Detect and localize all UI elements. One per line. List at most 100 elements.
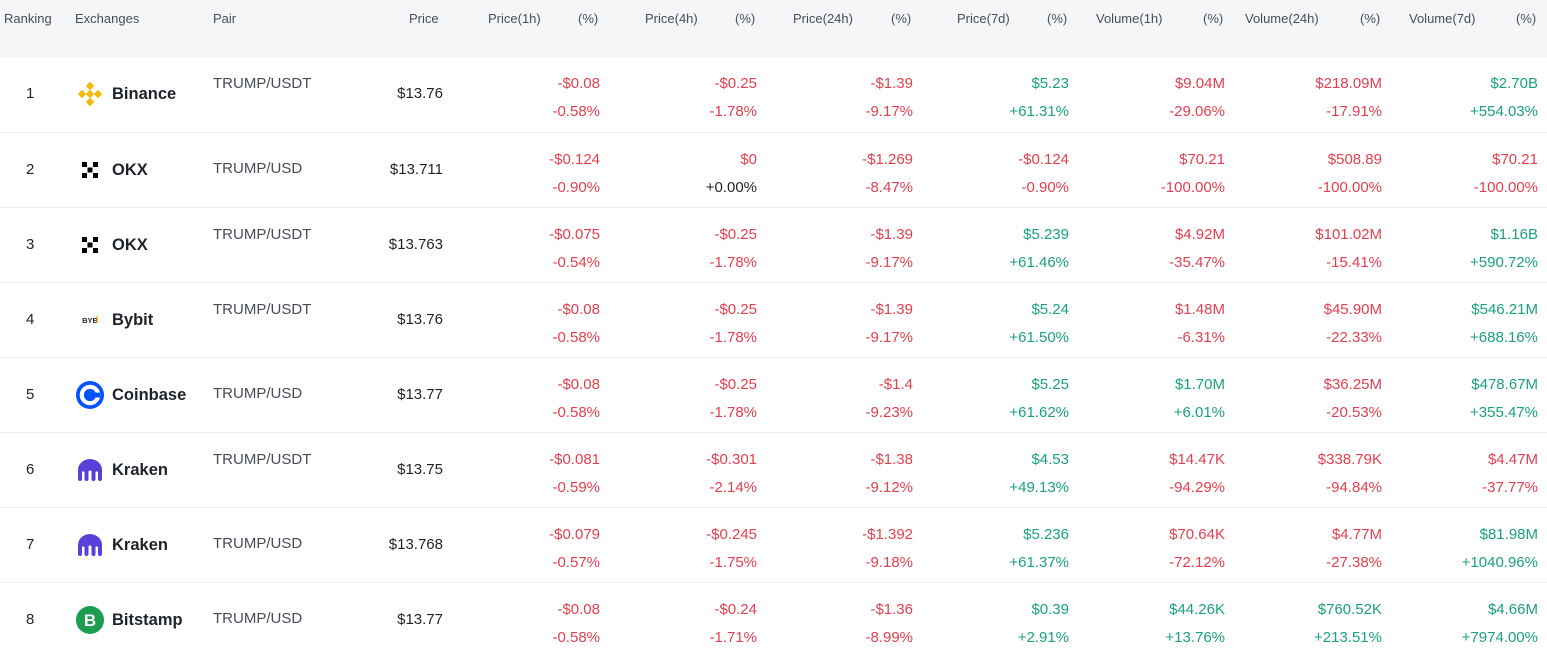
- v7d-value: $2.70B: [1490, 75, 1538, 92]
- v7d-percent: -37.77%: [1482, 479, 1538, 496]
- header-volume-24h[interactable]: Volume(24h): [1245, 11, 1319, 26]
- v24h-value: $218.09M: [1315, 75, 1382, 92]
- p1h-percent: -0.58%: [552, 329, 600, 346]
- exchange-link[interactable]: Coinbase: [75, 380, 186, 410]
- header-price-1h-pct[interactable]: (%): [578, 11, 599, 26]
- p4h-value: -$0.245: [706, 526, 757, 543]
- v7d-change-cell: $4.47M -37.77%: [1482, 446, 1538, 502]
- p7d-percent: +61.62%: [1009, 404, 1069, 421]
- p1h-change-cell: -$0.075 -0.54%: [549, 221, 600, 277]
- p4h-percent: -1.78%: [709, 103, 757, 120]
- v1h-value: $14.47K: [1169, 451, 1225, 468]
- v1h-value: $1.48M: [1174, 301, 1225, 318]
- v24h-percent: +213.51%: [1314, 629, 1382, 646]
- header-price-24h[interactable]: Price(24h): [793, 11, 853, 26]
- p1h-percent: -0.57%: [552, 554, 600, 571]
- header-volume-1h-pct[interactable]: (%): [1203, 11, 1224, 26]
- header-price-24h-pct[interactable]: (%): [891, 11, 912, 26]
- v1h-change-cell: $1.48M -6.31%: [1175, 296, 1225, 352]
- table-row[interactable]: 7 Kraken TRUMP/USD $13.768 -$0.079 -0.57% -$0.…: [0, 507, 1547, 582]
- v24h-value: $508.89: [1327, 151, 1382, 168]
- p24h-percent: -9.23%: [865, 404, 913, 421]
- header-exchanges[interactable]: Exchanges: [75, 11, 140, 26]
- v7d-change-cell: $546.21M +688.16%: [1470, 296, 1538, 352]
- v1h-change-cell: $70.21 -100.00%: [1161, 146, 1225, 202]
- exchange-link[interactable]: Kraken: [75, 530, 168, 560]
- header-volume-7d[interactable]: Volume(7d): [1409, 11, 1476, 26]
- exchange-link[interactable]: Kraken: [75, 455, 168, 485]
- p4h-change-cell: -$0.301 -2.14%: [706, 446, 757, 502]
- bitstamp-icon: B: [75, 605, 105, 635]
- v7d-value: $546.21M: [1471, 301, 1538, 318]
- exchange-link[interactable]: Binance: [75, 79, 176, 109]
- p4h-change-cell: -$0.25 -1.78%: [709, 221, 757, 277]
- price-cell: $13.77: [397, 386, 443, 403]
- v1h-value: $70.21: [1179, 151, 1225, 168]
- p24h-value: -$1.392: [862, 526, 913, 543]
- p7d-change-cell: -$0.124 -0.90%: [1018, 146, 1069, 202]
- svg-text:BYB: BYB: [82, 316, 98, 325]
- exchange-link[interactable]: B Bitstamp: [75, 605, 183, 635]
- table-row[interactable]: 6 Kraken TRUMP/USDT $13.75 -$0.081 -0.59% -$0.…: [0, 432, 1547, 507]
- v24h-percent: -17.91%: [1326, 103, 1382, 120]
- header-price[interactable]: Price: [409, 11, 439, 26]
- v1h-value: $44.26K: [1169, 601, 1225, 618]
- table-row[interactable]: 5 Coinbase TRUMP/USD $13.77 -$0.08 -0.58% -$0.…: [0, 357, 1547, 432]
- p7d-percent: +61.50%: [1009, 329, 1069, 346]
- p1h-change-cell: -$0.124 -0.90%: [549, 146, 600, 202]
- p1h-change-cell: -$0.08 -0.58%: [552, 296, 600, 352]
- okx-icon: [75, 155, 105, 185]
- table-row[interactable]: 1 Binance TRUMP/USDT $13.76 -$0.08 -0.58% -$0.…: [0, 57, 1547, 132]
- exchange-link[interactable]: OKX: [75, 155, 148, 185]
- p4h-value: -$0.25: [714, 301, 757, 318]
- p24h-value: -$1.36: [870, 601, 913, 618]
- v24h-change-cell: $338.79K -94.84%: [1318, 446, 1382, 502]
- v24h-value: $338.79K: [1317, 451, 1382, 468]
- header-volume-7d-pct[interactable]: (%): [1516, 11, 1537, 26]
- rank-cell: 4: [26, 311, 35, 328]
- table-row[interactable]: 4 BYB Bybit TRUMP/USDT $13.76 -$0.08 -0.58% -$0…: [0, 282, 1547, 357]
- v1h-percent: -94.29%: [1169, 479, 1225, 496]
- v1h-change-cell: $44.26K +13.76%: [1165, 596, 1225, 651]
- v7d-percent: +590.72%: [1470, 254, 1538, 271]
- exchange-link[interactable]: OKX: [75, 230, 148, 260]
- price-cell: $13.763: [388, 236, 443, 253]
- exchange-name: Bitstamp: [112, 610, 183, 629]
- v7d-change-cell: $2.70B +554.03%: [1470, 70, 1538, 126]
- p4h-change-cell: -$0.25 -1.78%: [709, 70, 757, 126]
- header-price-1h[interactable]: Price(1h): [488, 11, 541, 26]
- price-cell: $13.76: [397, 311, 443, 328]
- v24h-change-cell: $218.09M -17.91%: [1315, 70, 1382, 126]
- v7d-percent: +554.03%: [1470, 103, 1538, 120]
- v24h-change-cell: $760.52K +213.51%: [1314, 596, 1382, 651]
- bybit-icon: BYB: [75, 305, 105, 335]
- header-ranking[interactable]: Ranking: [4, 11, 52, 26]
- v7d-change-cell: $478.67M +355.47%: [1470, 371, 1538, 427]
- v24h-percent: -100.00%: [1317, 179, 1382, 196]
- header-price-4h-pct[interactable]: (%): [735, 11, 756, 26]
- rank-cell: 2: [26, 161, 35, 178]
- table-row[interactable]: 2 OKX TRUMP/USD $13.711 -$0.124 -0.90% $0 +0.00…: [0, 132, 1547, 207]
- p24h-value: -$1.4: [878, 376, 913, 393]
- header-price-7d[interactable]: Price(7d): [957, 11, 1010, 26]
- v24h-percent: -27.38%: [1326, 554, 1382, 571]
- p7d-value: $5.236: [1023, 526, 1069, 543]
- p24h-percent: -9.17%: [865, 254, 913, 271]
- pair-cell: TRUMP/USD: [213, 385, 303, 402]
- header-price-7d-pct[interactable]: (%): [1047, 11, 1068, 26]
- exchange-link[interactable]: BYB Bybit: [75, 305, 153, 335]
- p4h-percent: -1.78%: [709, 404, 757, 421]
- table-row[interactable]: 8 B Bitstamp TRUMP/USD $13.77 -$0.08 -0.58% -$0…: [0, 582, 1547, 651]
- p24h-change-cell: -$1.36 -8.99%: [865, 596, 913, 651]
- table-row[interactable]: 3 OKX TRUMP/USDT $13.763 -$0.075 -0.54% -$0.25…: [0, 207, 1547, 282]
- header-volume-24h-pct[interactable]: (%): [1360, 11, 1381, 26]
- p1h-value: -$0.08: [557, 75, 600, 92]
- p7d-change-cell: $5.236 +61.37%: [1009, 521, 1069, 577]
- header-volume-1h[interactable]: Volume(1h): [1096, 11, 1163, 26]
- p24h-value: -$1.269: [862, 151, 913, 168]
- header-price-4h[interactable]: Price(4h): [645, 11, 698, 26]
- p7d-change-cell: $4.53 +49.13%: [1009, 446, 1069, 502]
- p1h-percent: -0.90%: [552, 179, 600, 196]
- header-pair[interactable]: Pair: [213, 11, 237, 26]
- price-cell: $13.75: [397, 461, 443, 478]
